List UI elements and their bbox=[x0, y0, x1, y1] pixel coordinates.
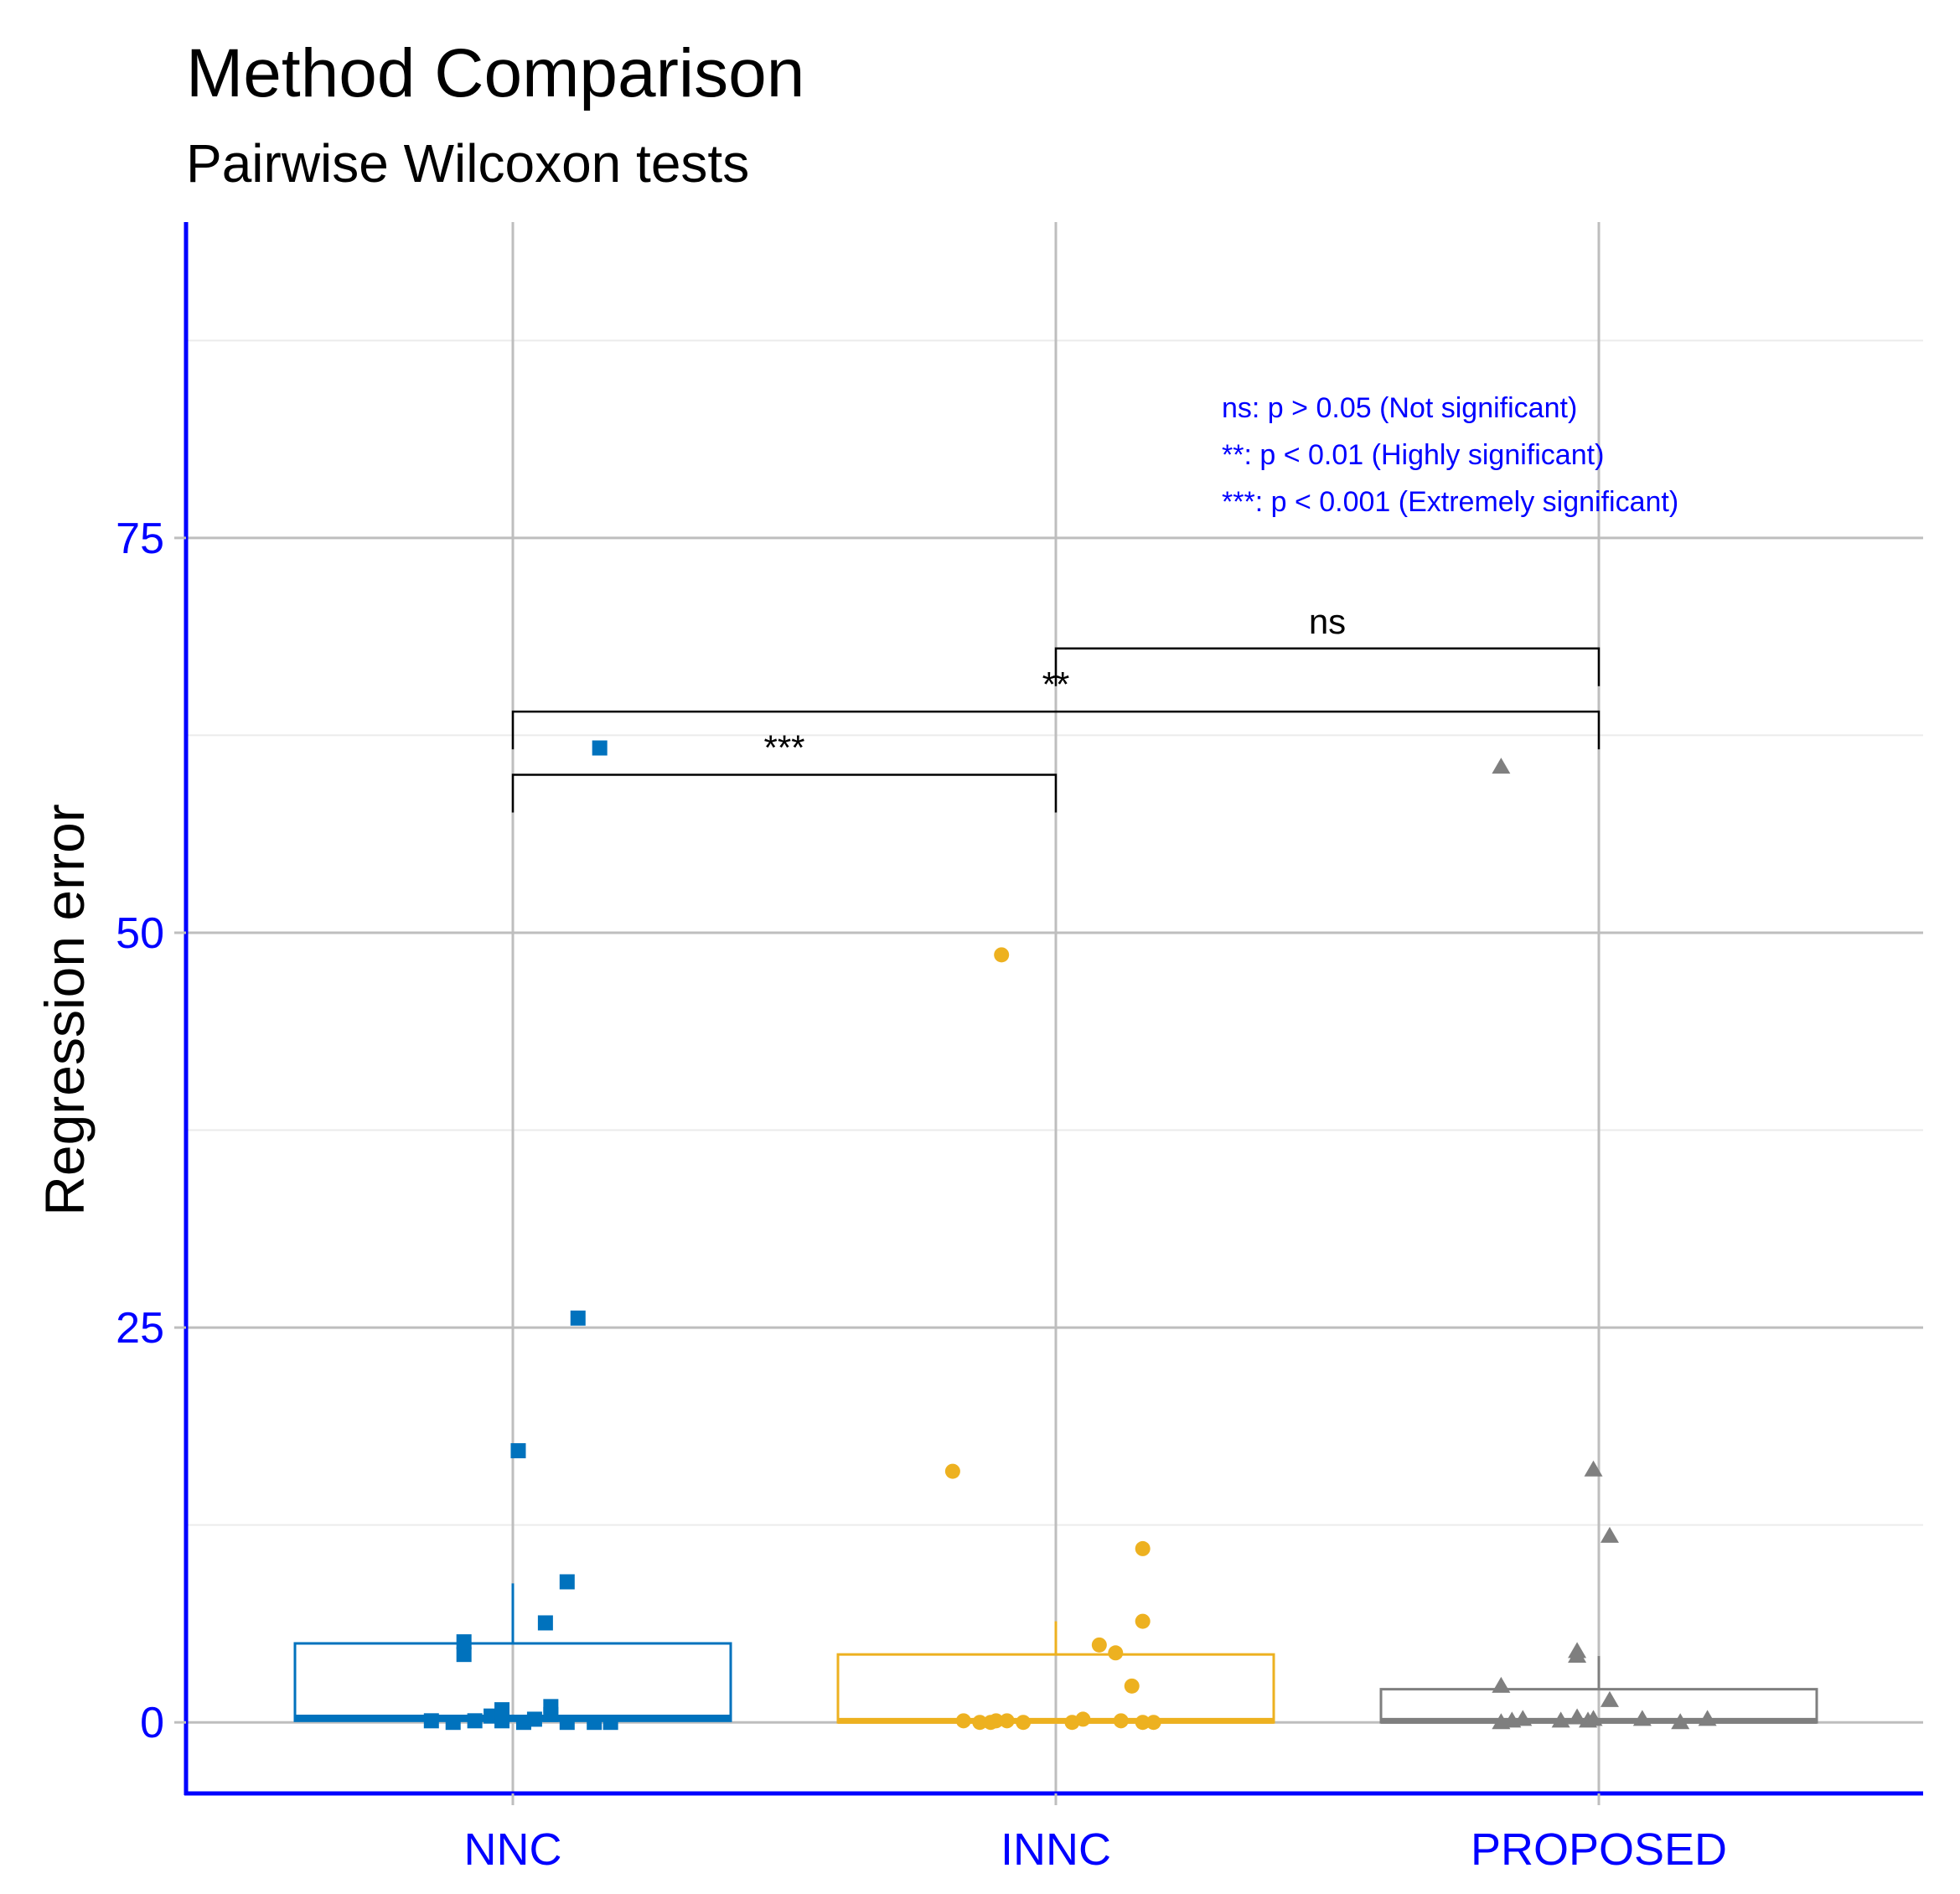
data-point-circle bbox=[999, 1713, 1015, 1729]
data-point-triangle bbox=[1568, 1642, 1587, 1659]
y-tick-label: 25 bbox=[116, 1304, 164, 1353]
data-point-circle bbox=[972, 1715, 988, 1731]
chart-subtitle: Pairwise Wilcoxon tests bbox=[186, 133, 749, 194]
y-tick-label: 0 bbox=[140, 1699, 164, 1747]
box-rect bbox=[293, 1642, 732, 1722]
data-point-circle bbox=[994, 947, 1010, 963]
significance-legend: ns: p > 0.05 (Not significant) **: p < 0… bbox=[1222, 392, 1678, 518]
data-point-circle bbox=[988, 1713, 1004, 1729]
x-tick-label: INNC bbox=[1001, 1824, 1111, 1875]
data-points bbox=[423, 740, 1717, 1731]
data-point-circle bbox=[1075, 1711, 1091, 1727]
box-rect bbox=[1379, 1688, 1818, 1724]
x-tick-label: PROPOSED bbox=[1471, 1824, 1727, 1875]
data-point-circle bbox=[1016, 1715, 1032, 1731]
data-point-square bbox=[592, 740, 608, 756]
data-point-triangle bbox=[1584, 1710, 1603, 1726]
data-point-triangle bbox=[1492, 1676, 1511, 1693]
annotation-double-star: **: p < 0.01 (Highly significant) bbox=[1222, 439, 1604, 471]
data-point-circle bbox=[1135, 1613, 1151, 1629]
y-tick-label: 50 bbox=[116, 909, 164, 958]
data-point-triangle bbox=[1568, 1708, 1587, 1725]
data-point-triangle bbox=[1600, 1690, 1619, 1707]
significance-bracket bbox=[511, 710, 1601, 750]
significance-bracket bbox=[511, 774, 1058, 813]
x-tick-label: NNC bbox=[464, 1824, 562, 1875]
data-point-square bbox=[423, 1713, 439, 1729]
data-point-square bbox=[494, 1713, 510, 1729]
data-point-circle bbox=[1145, 1715, 1161, 1731]
data-point-square bbox=[526, 1711, 542, 1727]
data-point-triangle bbox=[1671, 1713, 1690, 1730]
axes bbox=[184, 222, 1923, 1796]
data-point-square bbox=[570, 1310, 586, 1326]
data-point-circle bbox=[1113, 1713, 1129, 1729]
data-point-circle bbox=[1108, 1645, 1124, 1661]
data-point-circle bbox=[1091, 1637, 1107, 1653]
significance-brackets: *****ns bbox=[511, 602, 1601, 813]
data-point-circle bbox=[1135, 1715, 1151, 1731]
data-point-triangle bbox=[1632, 1710, 1652, 1726]
significance-label: *** bbox=[763, 728, 804, 768]
data-point-circle bbox=[1124, 1678, 1140, 1694]
data-point-triangle bbox=[1492, 758, 1511, 774]
significance-bracket bbox=[1054, 647, 1601, 686]
data-point-square bbox=[559, 1715, 575, 1731]
data-point-triangle bbox=[1698, 1710, 1717, 1726]
annotation-ns: ns: p > 0.05 (Not significant) bbox=[1222, 392, 1577, 424]
data-point-triangle bbox=[1513, 1710, 1533, 1726]
data-point-square bbox=[456, 1647, 472, 1663]
data-point-square bbox=[602, 1715, 618, 1731]
data-point-square bbox=[537, 1615, 553, 1631]
data-point-square bbox=[543, 1699, 559, 1715]
data-point-circle bbox=[955, 1713, 971, 1729]
chart-title: Method Comparison bbox=[186, 35, 804, 111]
y-axis-label: Regression error bbox=[34, 804, 96, 1216]
x-axis-ticks: NNC INNC PROPOSED bbox=[464, 1793, 1727, 1875]
y-axis-ticks: 0 25 50 75 bbox=[116, 515, 186, 1747]
data-point-square bbox=[587, 1715, 602, 1731]
data-point-square bbox=[559, 1574, 575, 1590]
data-point-square bbox=[510, 1443, 526, 1459]
data-point-square bbox=[445, 1715, 461, 1731]
data-point-circle bbox=[1135, 1540, 1151, 1556]
data-point-triangle bbox=[1600, 1526, 1619, 1543]
data-point-square bbox=[467, 1713, 483, 1729]
data-point-triangle bbox=[1584, 1460, 1603, 1477]
annotation-triple-star: ***: p < 0.001 (Extremely significant) bbox=[1222, 486, 1678, 518]
y-tick-label: 75 bbox=[116, 515, 164, 563]
data-point-triangle bbox=[1551, 1711, 1570, 1728]
significance-label: ns bbox=[1309, 602, 1346, 641]
data-point-square bbox=[456, 1634, 472, 1650]
data-point-circle bbox=[944, 1463, 960, 1479]
box-rect bbox=[836, 1653, 1275, 1724]
